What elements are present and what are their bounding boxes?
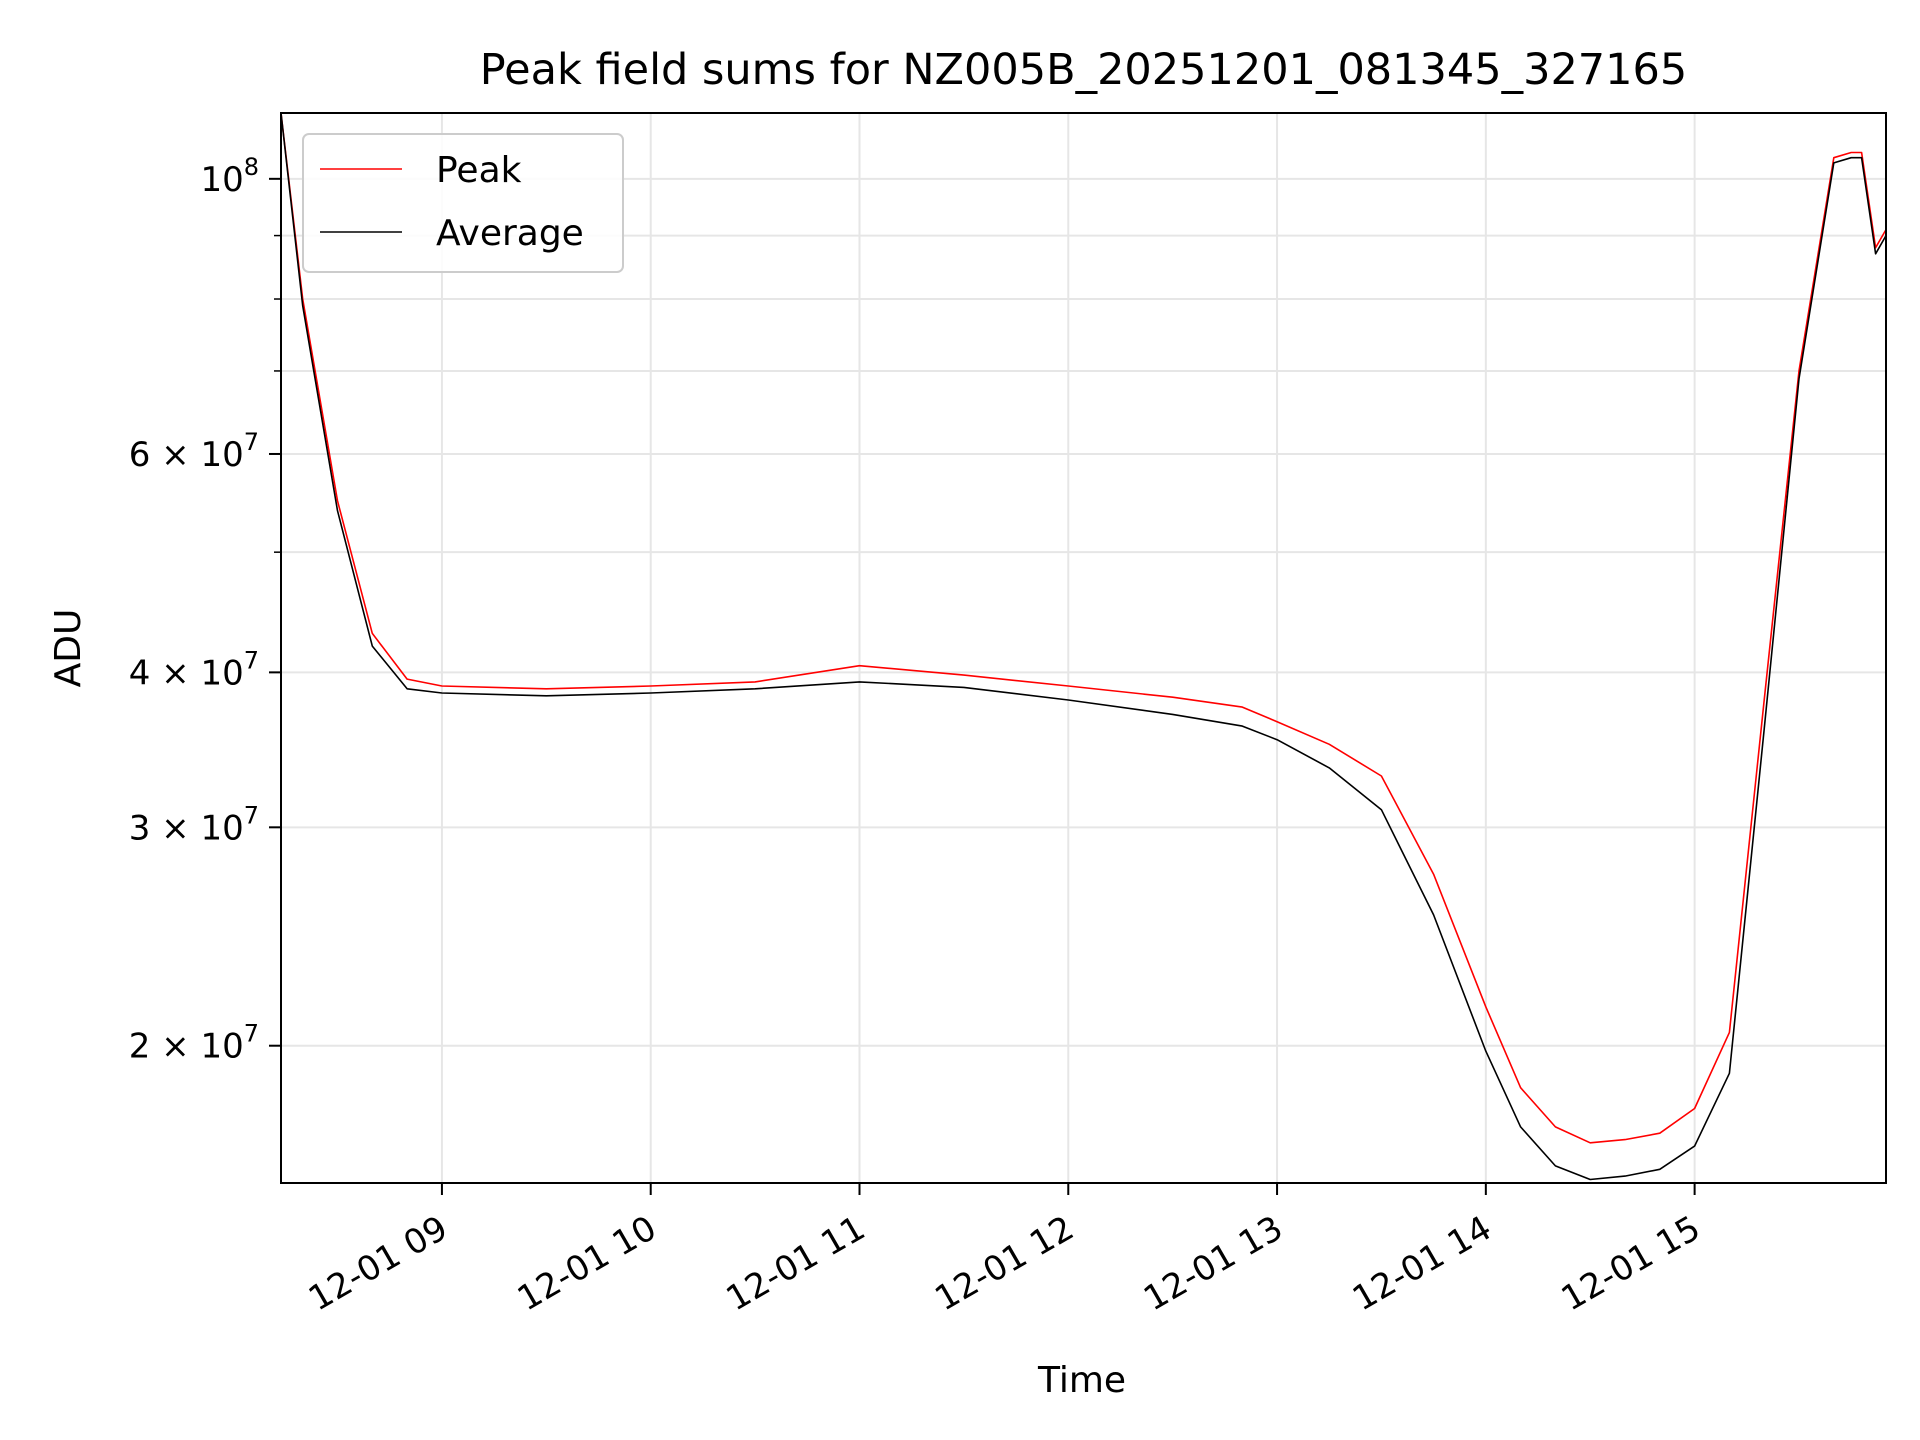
y-tick-exponent: 7 [244,1020,259,1048]
y-tick-base: 2 [129,1027,151,1067]
y-tick-base: 3 [129,808,151,848]
y-tick-label: 3 × 107 [129,801,259,848]
y-tick-base: 6 [129,435,151,475]
series-layer [280,112,1887,1181]
plot-frame [280,112,1887,1184]
y-tick-base: 4 [129,653,151,693]
y-tick-label: 108 [200,153,259,200]
y-tick-times: × 10 [150,435,243,475]
y-tick-times: × 10 [150,653,243,693]
y-tick-label: 4 × 107 [129,646,259,693]
y-tick-times: × 10 [150,1027,243,1067]
y-tick-label: 6 × 107 [129,428,259,475]
legend: Peak Average [302,133,624,273]
y-tick-exponent: 8 [244,153,259,181]
chart-title: Peak field sums for NZ005B_20251201_0813… [480,45,1688,95]
y-tick-label: 2 × 107 [129,1020,259,1067]
y-axis-label: ADU [48,609,89,688]
legend-label-peak: Peak [436,150,522,191]
y-tick-exponent: 7 [244,801,259,829]
legend-label-average: Average [436,213,584,254]
y-tick-base: 10 [200,160,243,200]
y-tick-times: × 10 [150,808,243,848]
y-tick-exponent: 7 [244,428,259,456]
x-axis-label: Time [1037,1360,1126,1401]
series-line-peak [280,112,1887,1144]
y-tick-exponent: 7 [244,646,259,674]
series-line-average [280,112,1887,1181]
